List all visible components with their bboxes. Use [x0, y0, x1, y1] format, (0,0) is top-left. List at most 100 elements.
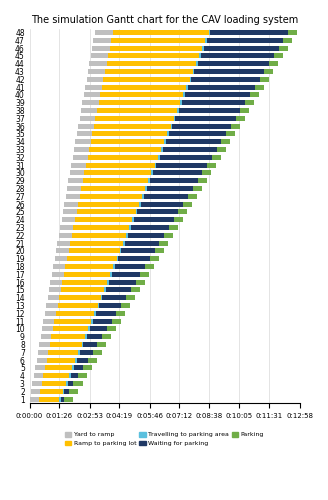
Bar: [91, 139, 164, 144]
Bar: [81, 108, 97, 113]
Bar: [66, 381, 68, 386]
Bar: [78, 202, 139, 206]
Bar: [120, 248, 121, 254]
Bar: [83, 178, 148, 183]
Bar: [82, 100, 99, 105]
Bar: [161, 147, 163, 152]
Bar: [45, 366, 72, 370]
Bar: [183, 92, 185, 98]
Bar: [226, 132, 235, 136]
Bar: [31, 389, 40, 394]
Bar: [67, 186, 81, 191]
Bar: [245, 100, 254, 105]
Bar: [135, 210, 137, 214]
Bar: [154, 248, 164, 254]
Bar: [93, 38, 111, 43]
Bar: [166, 139, 221, 144]
Bar: [51, 334, 85, 340]
Bar: [178, 210, 187, 214]
Bar: [73, 381, 83, 386]
Bar: [34, 373, 43, 378]
Bar: [91, 54, 108, 59]
Bar: [174, 217, 183, 222]
Bar: [131, 225, 169, 230]
Bar: [185, 92, 250, 98]
Bar: [39, 396, 59, 402]
Bar: [56, 248, 69, 254]
Bar: [188, 194, 197, 199]
Bar: [198, 61, 269, 66]
Bar: [67, 256, 116, 262]
Bar: [78, 373, 87, 378]
Bar: [46, 303, 58, 308]
Bar: [75, 358, 77, 362]
Bar: [95, 30, 113, 35]
Bar: [71, 162, 86, 168]
Bar: [113, 30, 209, 35]
Bar: [174, 116, 175, 121]
Bar: [83, 342, 97, 347]
Bar: [121, 303, 130, 308]
Bar: [53, 264, 66, 269]
Bar: [274, 54, 283, 59]
Bar: [109, 280, 135, 284]
Bar: [255, 84, 264, 89]
Bar: [100, 92, 183, 98]
Bar: [196, 61, 198, 66]
Bar: [76, 210, 135, 214]
Bar: [106, 288, 131, 292]
Bar: [107, 280, 109, 284]
Bar: [264, 69, 273, 74]
Bar: [54, 256, 67, 262]
Bar: [156, 162, 207, 168]
Bar: [58, 303, 97, 308]
Bar: [77, 132, 92, 136]
Bar: [142, 194, 144, 199]
Bar: [83, 366, 92, 370]
Bar: [80, 350, 92, 355]
Bar: [62, 280, 107, 284]
Bar: [75, 139, 91, 144]
Bar: [259, 76, 269, 82]
Bar: [116, 311, 125, 316]
Bar: [69, 389, 78, 394]
Bar: [164, 233, 173, 238]
Bar: [144, 194, 188, 199]
Bar: [74, 366, 83, 370]
Bar: [212, 155, 221, 160]
Bar: [50, 342, 82, 347]
Bar: [116, 256, 118, 262]
Bar: [183, 202, 192, 206]
Bar: [80, 116, 95, 121]
Bar: [85, 334, 87, 340]
Bar: [95, 116, 174, 121]
Bar: [107, 61, 196, 66]
Bar: [70, 240, 123, 246]
Bar: [51, 280, 62, 284]
Bar: [86, 162, 155, 168]
Bar: [103, 76, 190, 82]
Bar: [283, 38, 292, 43]
Bar: [164, 139, 166, 144]
Bar: [99, 100, 180, 105]
Bar: [71, 373, 78, 378]
Bar: [94, 124, 171, 128]
Bar: [35, 366, 45, 370]
Bar: [190, 76, 191, 82]
Bar: [121, 248, 154, 254]
Bar: [66, 194, 80, 199]
Bar: [84, 92, 100, 98]
Bar: [92, 350, 102, 355]
Bar: [180, 100, 182, 105]
Bar: [175, 116, 236, 121]
Title: The simulation Gantt chart for the CAV loading system: The simulation Gantt chart for the CAV l…: [31, 15, 298, 25]
Bar: [60, 225, 73, 230]
Bar: [36, 358, 47, 362]
Bar: [47, 358, 75, 362]
Bar: [186, 84, 188, 89]
Bar: [195, 69, 264, 74]
Bar: [188, 84, 255, 89]
Bar: [133, 217, 134, 222]
Bar: [41, 334, 51, 340]
Bar: [73, 225, 129, 230]
